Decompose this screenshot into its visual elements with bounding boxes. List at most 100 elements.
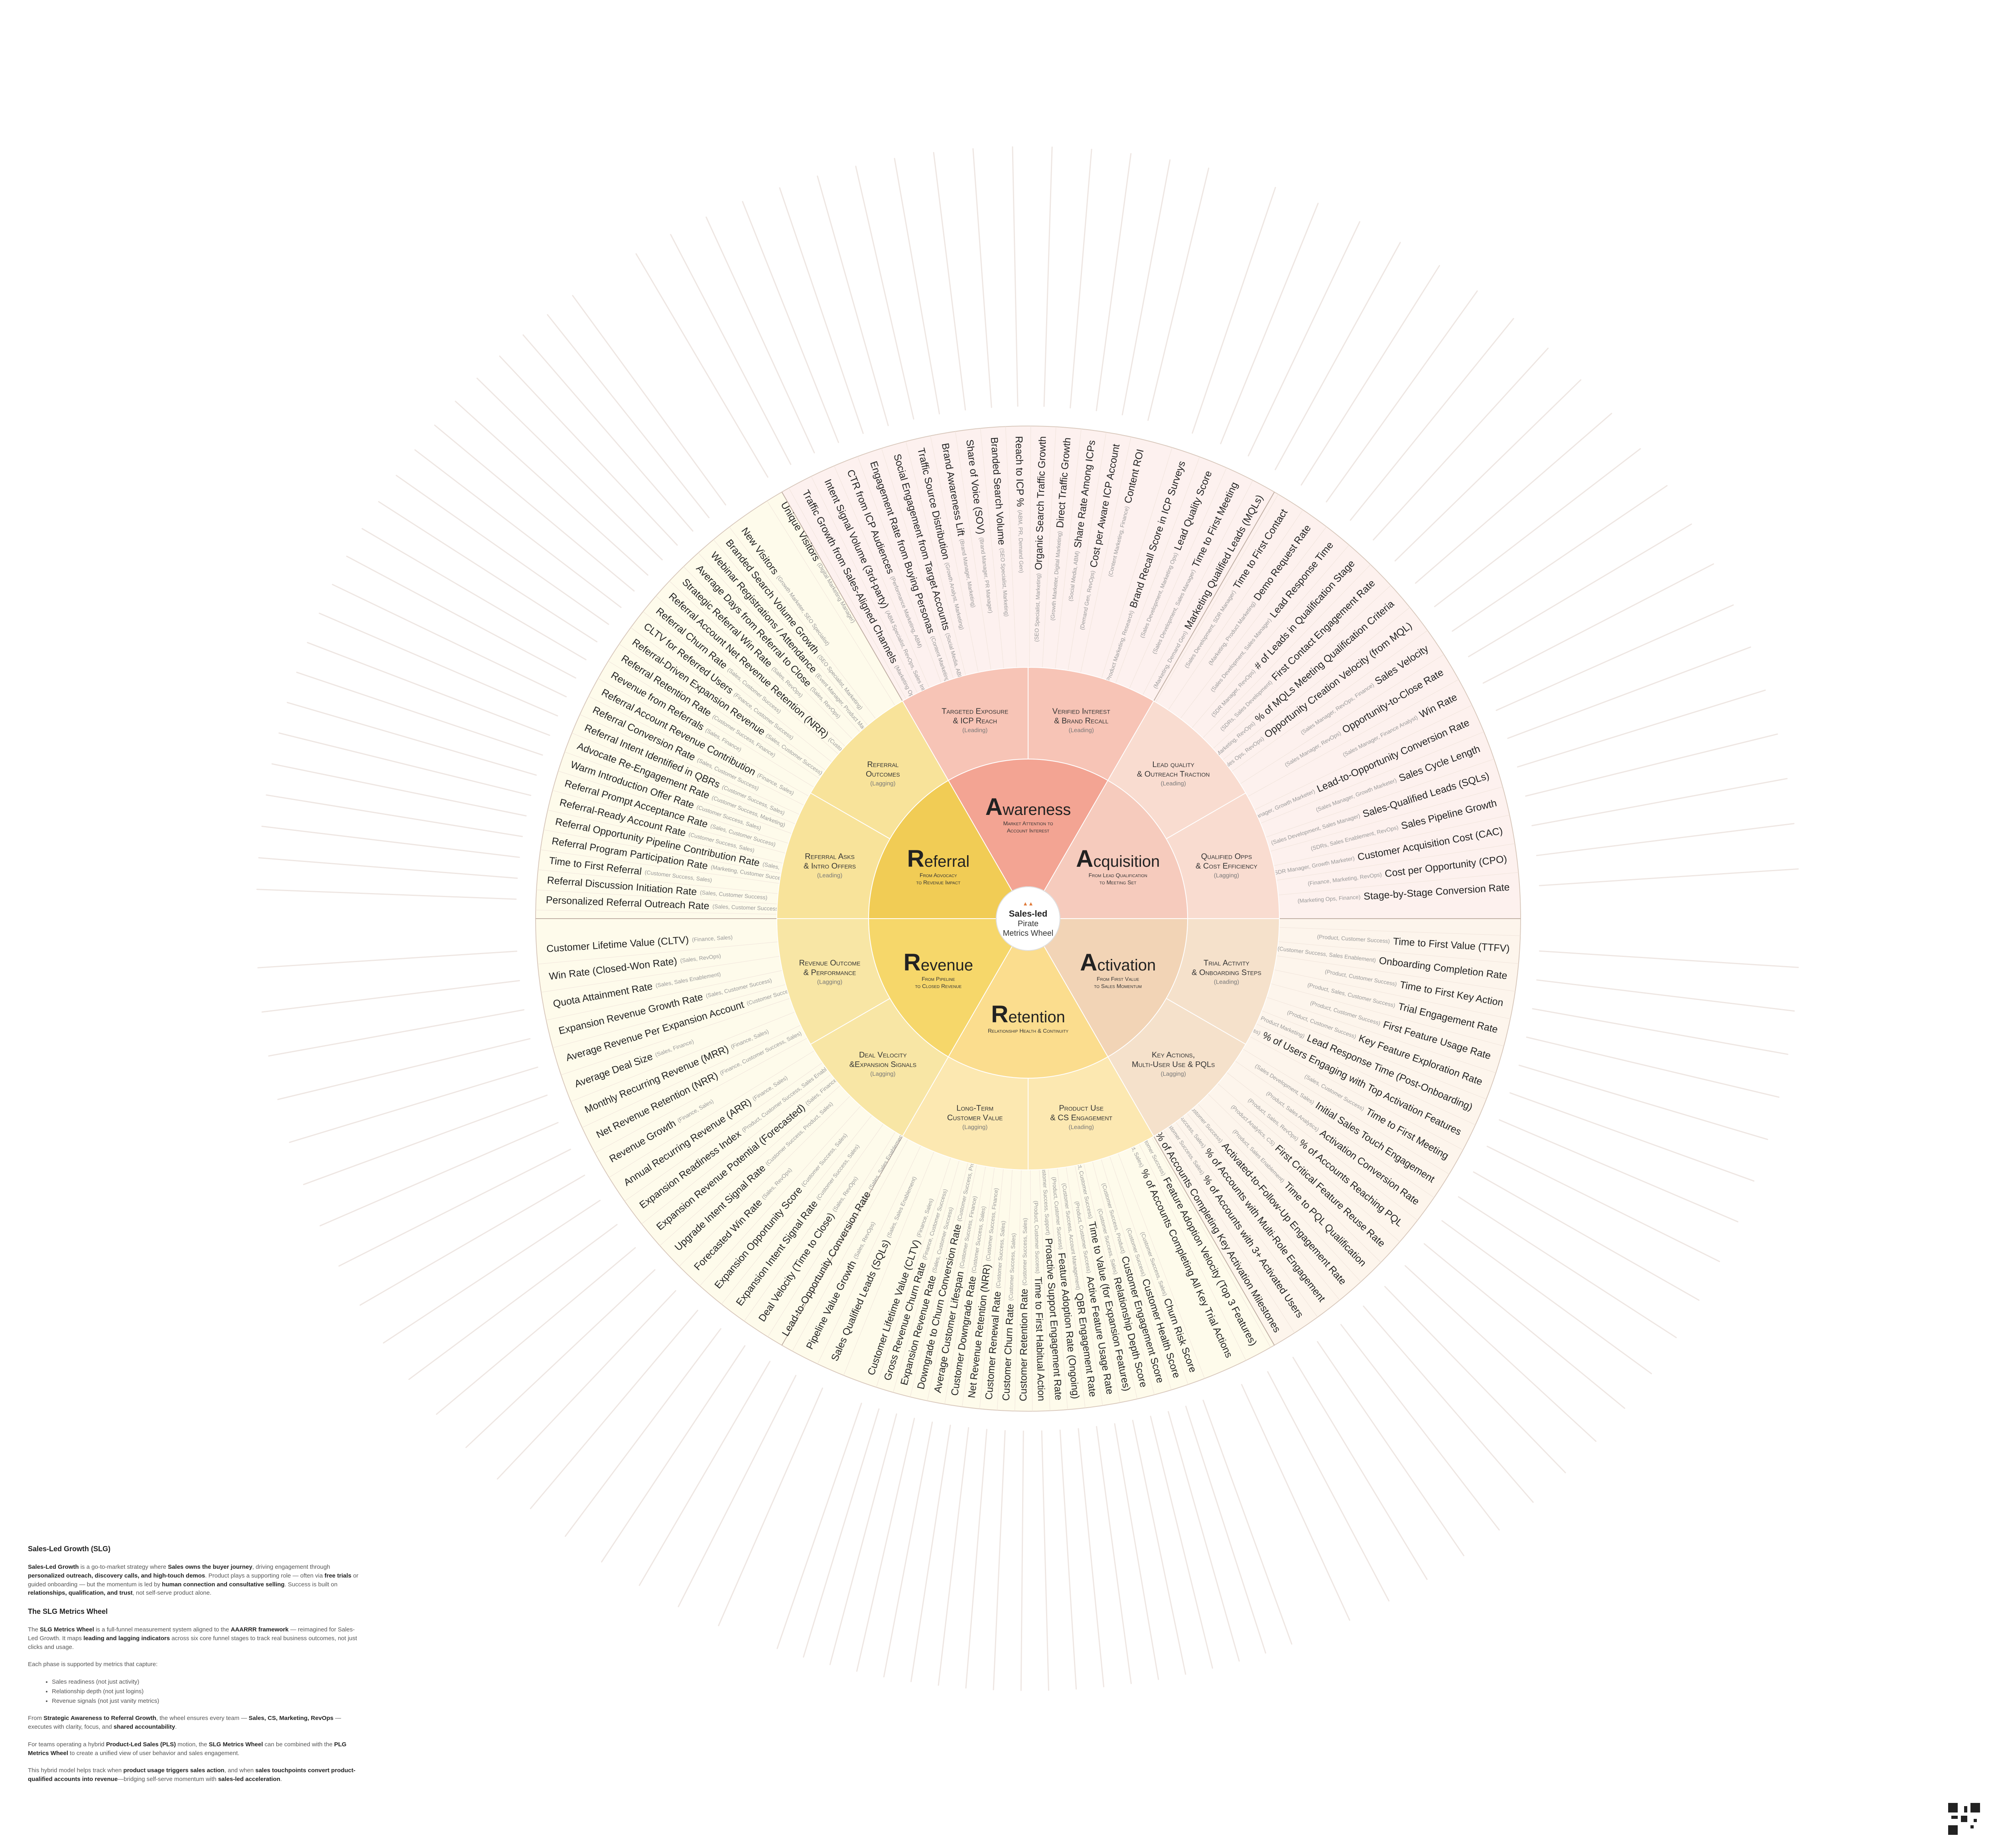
metric-spoke [817,1146,921,1364]
metric-description-line [499,355,678,546]
metric-description-line [268,1009,525,1057]
metric-spoke [980,428,1004,669]
metric-description-line [338,1148,571,1267]
metric-spoke [571,733,796,824]
metric-description-line [256,889,517,900]
metric-description-line [530,1310,698,1509]
metric-description-line [972,148,992,408]
metric-spoke [1101,1159,1172,1390]
metric-spoke [1055,429,1082,669]
indicator-type: (Leading) [817,872,842,879]
panel-hybrid-model: This hybrid model helps track when produ… [28,1767,356,1783]
metric-description-line [1070,149,1092,408]
stage-subtitle: From Lead Qualification [1089,872,1147,878]
metric-label: Customer Retention Rate (Customer Success… [1018,1218,1030,1401]
metric-spoke [1250,1036,1463,1150]
indicator-title: & Cost Efficiency [1196,862,1258,871]
indicator-title: & Outreach Traction [1137,770,1210,779]
metric-spoke [656,596,839,754]
metric-description-line [1241,1384,1350,1621]
indicator-type: (Leading) [1214,978,1239,985]
metric-spoke [1084,1164,1138,1399]
metric-spoke [744,1124,884,1321]
indicator-title: Revenue Outcome [799,959,861,967]
metric-spoke [1274,969,1511,1019]
metric-description-line [277,1038,531,1100]
metric-description-line [346,556,576,679]
metric-spoke [619,644,820,779]
metric-spoke [857,456,942,683]
indicator-title: & CS Engagement [1050,1113,1112,1122]
metric-owner: (Finance, Sales) [692,934,733,943]
metric-spoke [1240,654,1444,784]
metric-description-line [1539,950,1799,968]
metric-description-line [601,1345,746,1563]
metric-spoke [1279,927,1521,936]
metric-description-line [396,475,609,625]
metric-description-line [776,1402,862,1649]
indicator-title: Multi-User Use & PQLs [1132,1060,1215,1069]
indicator-title: Lead quality [1152,760,1194,769]
metric-description-line [1415,413,1612,584]
center-title: Sales-led [1009,909,1048,919]
metric-description-line [565,1328,721,1537]
metric-description-line [258,857,518,879]
metric-description-line [1192,187,1276,434]
indicator-ring: Targeted Exposure& ICP Reach(Leading)Ver… [776,667,1280,1171]
panel-bullet: Sales readiness (not just activity) [52,1678,359,1686]
indicator-type: (Leading) [1161,780,1186,787]
metric-description-line [319,1122,559,1227]
metric-description-line [1012,146,1019,407]
metric-spoke [536,889,778,904]
stage-subtitle: to Sales Momentum [1094,983,1142,989]
metric-owner: (Product, Customer Success) [1033,1201,1041,1274]
metric-spoke [1273,815,1510,866]
metric-spoke [1005,426,1017,668]
stage-title-referral: Referral [907,845,969,872]
metric-spoke [729,527,876,719]
metric-description-line [271,763,527,817]
metric-spoke [1029,426,1031,668]
outer-ring [535,426,1521,1412]
metric-spoke [893,1160,960,1392]
metric-owner: (Customer Success, Sales) [1021,1218,1028,1286]
indicator-title: & ICP Reach [953,717,997,726]
metric-spoke [1235,1061,1434,1198]
metric-description-line [1167,1411,1240,1662]
metric-spoke [1226,1072,1418,1221]
metric-spoke [1265,759,1494,838]
metric-description-line [1458,1196,1677,1338]
metric-description-line [1020,1430,1024,1691]
metric-description-line [829,1413,897,1665]
metric-spoke [955,431,991,670]
metric-spoke [1080,437,1131,673]
metric-description-line [1185,1406,1267,1654]
stage-divider [781,491,903,701]
metric-spoke [1271,983,1504,1047]
metric-description-line [332,584,567,698]
indicator-title: Qualified Opps [1201,852,1252,861]
metric-description-line [286,702,537,776]
metric-description-line [359,1174,585,1306]
metric-spoke [997,1169,1013,1410]
indicator-title: Long-Term [956,1104,993,1112]
metric-spoke [1208,1094,1381,1263]
metric-description-line [635,253,768,478]
indicator-title: Customer Value [947,1113,1003,1122]
metric-description-line [1509,1092,1755,1182]
metric-description-line [1373,347,1549,540]
metric-spoke [660,1085,841,1246]
metric-spoke [608,661,814,788]
metric-description-line [1434,448,1641,607]
metric-spoke [553,984,786,1048]
metric-spoke [1109,1156,1188,1385]
indicator-type: (Lagging) [870,1071,895,1077]
indicator-title: Verified Interest [1052,707,1110,716]
metric-name: Customer Retention Rate [1018,1289,1030,1401]
metric-spoke [1180,527,1327,719]
metric-spoke [595,1038,808,1153]
metric-description-line [1096,153,1132,411]
metric-description-line [296,672,543,756]
metric-owner: (SEO Specialist, Marketing) [1033,573,1041,642]
